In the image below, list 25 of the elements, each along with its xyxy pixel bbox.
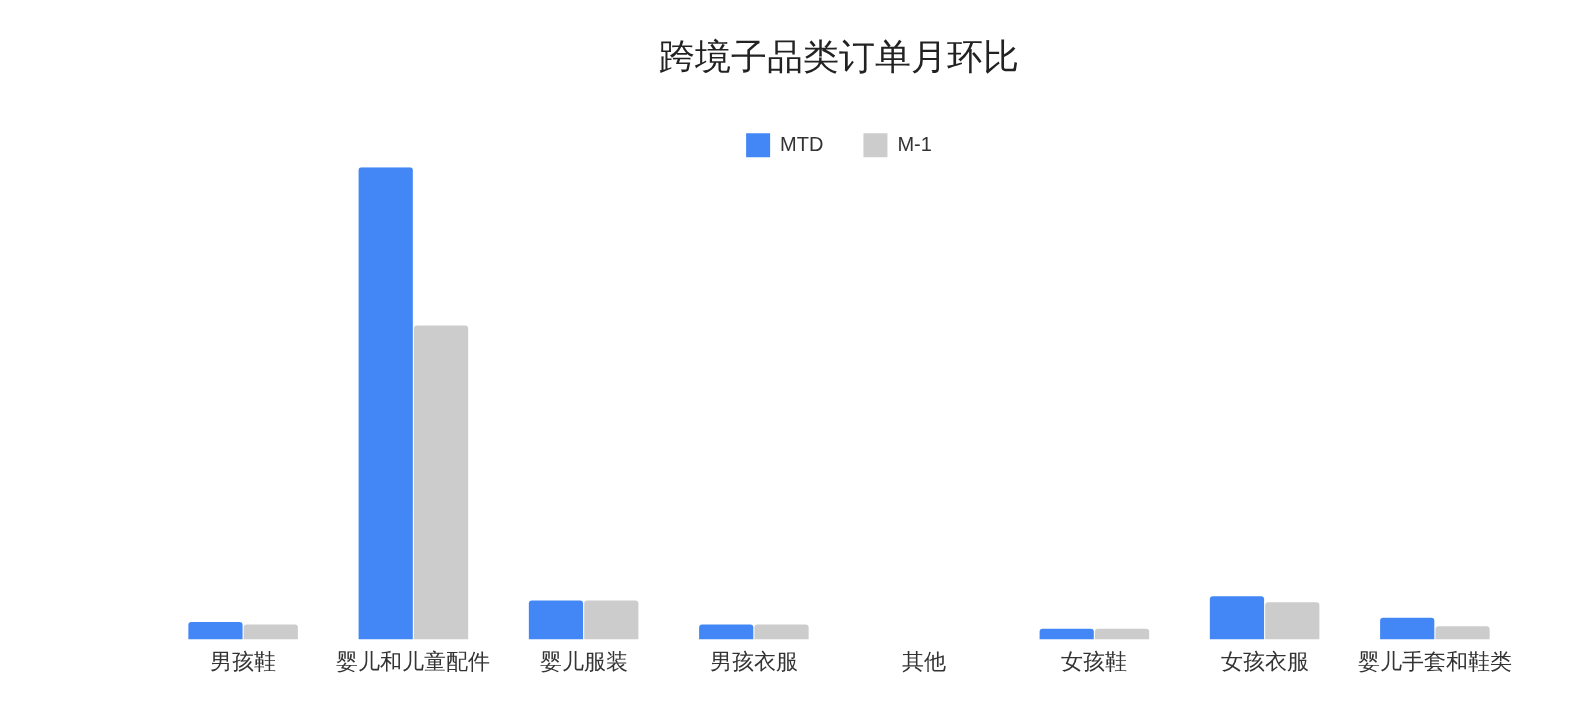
bar — [243, 624, 298, 640]
bar — [1265, 602, 1320, 640]
legend-label: MTD — [780, 132, 824, 155]
x-tick-label: 婴儿手套和鞋类 — [1357, 648, 1512, 674]
bar — [1209, 596, 1265, 640]
x-tick-label: 男孩鞋 — [210, 648, 277, 674]
bar — [413, 325, 469, 640]
bar — [358, 167, 413, 640]
x-tick-label: 婴儿和儿童配件 — [336, 648, 491, 674]
x-tick-label: 男孩衣服 — [709, 648, 798, 674]
bar — [1039, 628, 1094, 640]
bar — [1380, 617, 1435, 640]
x-tick-label: 女孩鞋 — [1061, 648, 1128, 674]
bar — [188, 622, 243, 640]
bar — [584, 600, 639, 640]
bar — [1094, 628, 1150, 640]
bar — [699, 624, 754, 640]
x-tick-label: 婴儿服装 — [539, 648, 628, 674]
bar — [754, 624, 809, 640]
x-tick-label: 其他 — [902, 648, 947, 674]
legend-label: M-1 — [897, 132, 932, 155]
bar — [528, 600, 584, 640]
bar — [1435, 626, 1490, 640]
chart-title: 跨境子品类订单月环比 — [659, 35, 1019, 77]
x-tick-label: 女孩衣服 — [1220, 648, 1309, 674]
